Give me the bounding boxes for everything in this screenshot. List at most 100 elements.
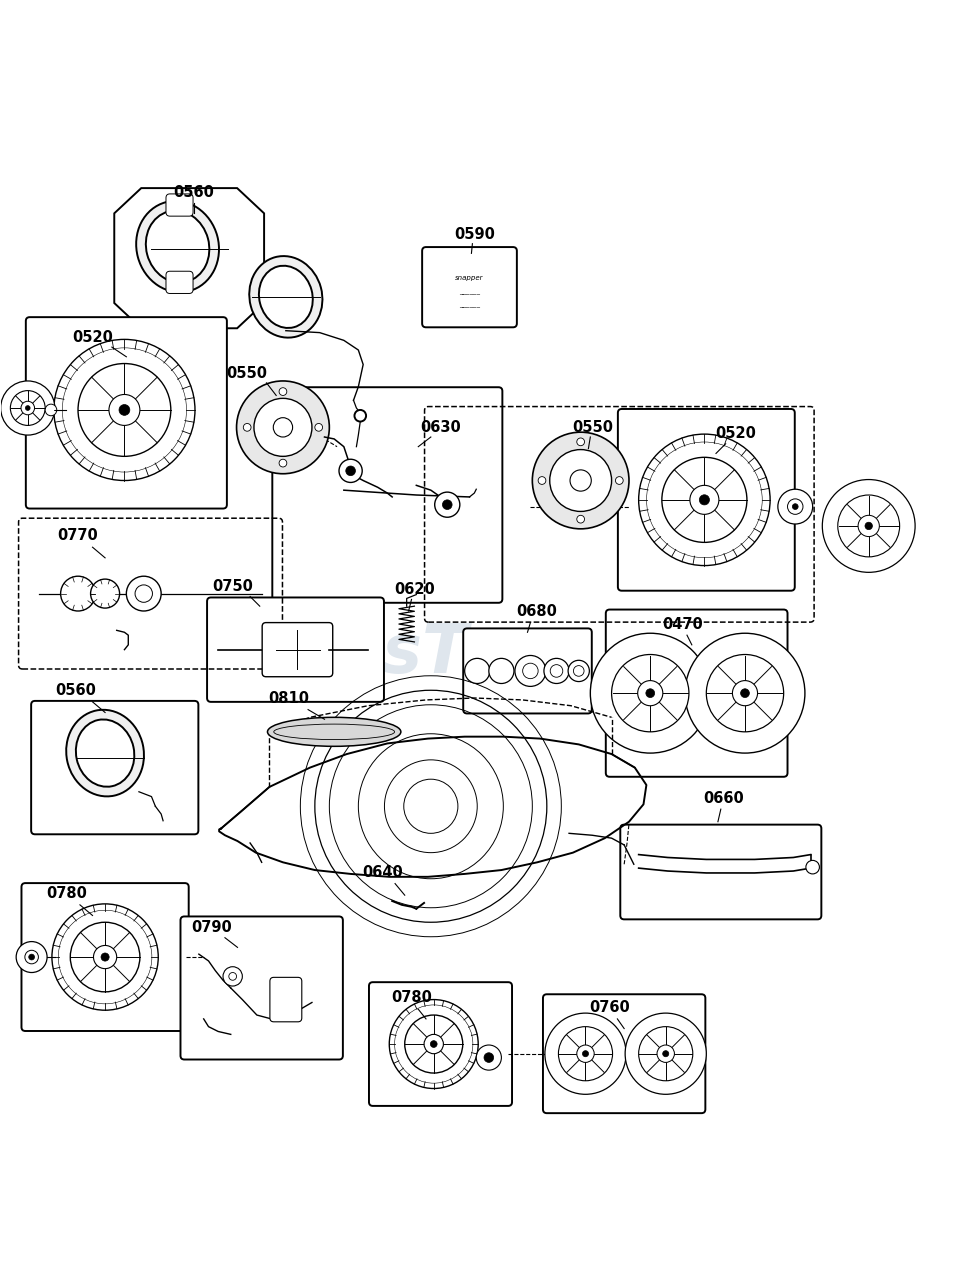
Ellipse shape <box>136 201 219 292</box>
Text: 0680: 0680 <box>517 604 558 618</box>
FancyBboxPatch shape <box>207 598 384 701</box>
Circle shape <box>101 954 109 961</box>
Circle shape <box>577 516 585 524</box>
Circle shape <box>489 658 514 684</box>
Circle shape <box>806 860 820 874</box>
Circle shape <box>616 476 623 484</box>
Circle shape <box>465 658 490 684</box>
Text: 0810: 0810 <box>268 691 309 705</box>
Circle shape <box>136 585 152 603</box>
FancyBboxPatch shape <box>21 883 189 1030</box>
Circle shape <box>476 1044 501 1070</box>
Circle shape <box>484 1052 494 1062</box>
Circle shape <box>29 954 35 960</box>
Circle shape <box>741 689 749 698</box>
Circle shape <box>243 424 251 431</box>
Circle shape <box>424 1034 443 1053</box>
Circle shape <box>279 460 287 467</box>
Circle shape <box>663 1051 669 1057</box>
Circle shape <box>127 576 161 611</box>
Text: 0560: 0560 <box>55 684 97 698</box>
Ellipse shape <box>146 211 209 283</box>
Circle shape <box>58 910 152 1004</box>
Ellipse shape <box>258 266 313 328</box>
Text: 0560: 0560 <box>173 186 215 200</box>
Circle shape <box>405 1015 463 1073</box>
Circle shape <box>647 442 762 558</box>
FancyBboxPatch shape <box>464 628 591 713</box>
Circle shape <box>279 388 287 396</box>
Text: 0640: 0640 <box>362 865 403 879</box>
Circle shape <box>573 666 584 676</box>
Text: 0630: 0630 <box>420 420 461 435</box>
Text: 0590: 0590 <box>454 227 495 242</box>
Circle shape <box>538 476 546 484</box>
Circle shape <box>612 654 689 732</box>
Circle shape <box>71 923 140 992</box>
Circle shape <box>94 946 117 969</box>
Circle shape <box>431 1041 438 1047</box>
Circle shape <box>550 664 562 677</box>
Ellipse shape <box>274 724 395 740</box>
Circle shape <box>25 406 30 411</box>
Circle shape <box>657 1044 675 1062</box>
Circle shape <box>577 438 585 445</box>
Circle shape <box>254 398 312 457</box>
Polygon shape <box>114 188 264 328</box>
FancyBboxPatch shape <box>26 317 227 508</box>
FancyBboxPatch shape <box>262 622 333 677</box>
Text: 0770: 0770 <box>58 529 99 543</box>
Circle shape <box>778 489 813 524</box>
Circle shape <box>315 424 322 431</box>
Circle shape <box>865 522 872 530</box>
Circle shape <box>559 1027 613 1080</box>
Circle shape <box>1 381 55 435</box>
Text: 0520: 0520 <box>72 330 113 346</box>
Circle shape <box>583 1051 589 1057</box>
Circle shape <box>638 681 663 705</box>
Circle shape <box>78 364 170 457</box>
Circle shape <box>395 1005 472 1083</box>
Circle shape <box>228 973 236 980</box>
Circle shape <box>837 495 899 557</box>
Circle shape <box>346 466 355 476</box>
Circle shape <box>568 660 590 681</box>
FancyBboxPatch shape <box>166 193 193 216</box>
Circle shape <box>435 492 460 517</box>
FancyBboxPatch shape <box>272 388 502 603</box>
Text: 0750: 0750 <box>212 579 253 594</box>
Circle shape <box>793 504 799 509</box>
FancyBboxPatch shape <box>618 410 795 590</box>
Circle shape <box>109 394 140 425</box>
Text: 0620: 0620 <box>394 581 435 596</box>
Circle shape <box>91 579 120 608</box>
FancyBboxPatch shape <box>180 916 343 1060</box>
Circle shape <box>570 470 591 492</box>
Circle shape <box>544 658 569 684</box>
Text: ______: ______ <box>459 302 480 307</box>
Circle shape <box>442 500 452 509</box>
Circle shape <box>646 689 654 698</box>
Circle shape <box>590 634 711 753</box>
Text: ______: ______ <box>459 289 480 294</box>
Circle shape <box>223 966 242 986</box>
Text: 0550: 0550 <box>572 420 613 435</box>
Circle shape <box>273 417 292 436</box>
Text: 0520: 0520 <box>715 426 756 440</box>
FancyBboxPatch shape <box>620 824 821 919</box>
Text: 0780: 0780 <box>46 886 87 901</box>
Circle shape <box>16 942 47 973</box>
Circle shape <box>733 681 758 705</box>
Circle shape <box>515 655 546 686</box>
Text: 0550: 0550 <box>227 366 268 381</box>
FancyBboxPatch shape <box>543 995 706 1114</box>
Circle shape <box>639 434 771 566</box>
FancyBboxPatch shape <box>606 609 788 777</box>
Circle shape <box>354 410 366 421</box>
Text: PartsTree: PartsTree <box>228 622 585 687</box>
FancyBboxPatch shape <box>31 701 198 835</box>
Circle shape <box>11 390 45 425</box>
Ellipse shape <box>66 710 144 796</box>
Circle shape <box>685 634 805 753</box>
Circle shape <box>61 576 96 611</box>
